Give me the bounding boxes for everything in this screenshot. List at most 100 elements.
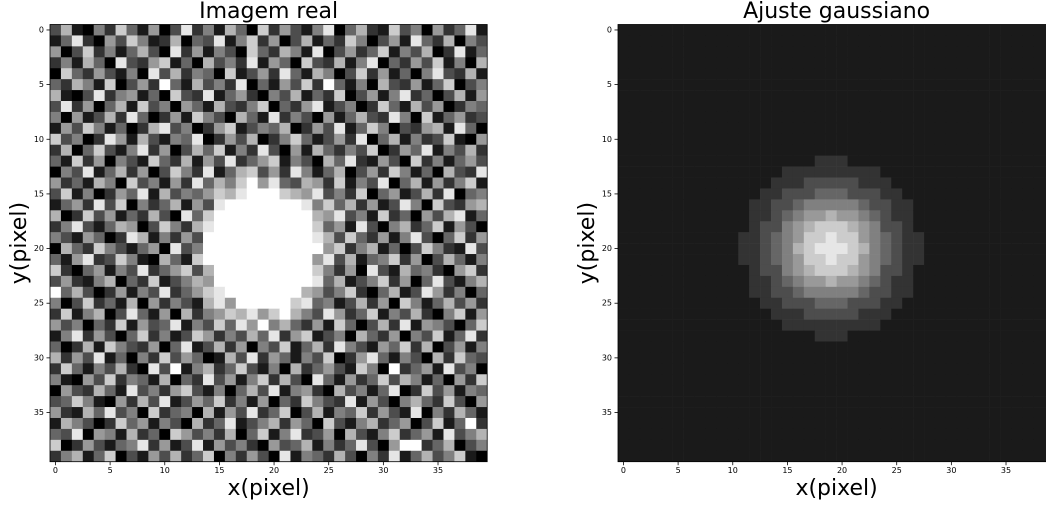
pixel <box>902 396 913 407</box>
pixel <box>990 134 1001 145</box>
pixel <box>705 440 716 451</box>
pixel <box>935 374 946 385</box>
pixel <box>673 298 684 309</box>
pixel <box>946 276 957 287</box>
pixel <box>869 57 880 68</box>
pixel <box>105 90 116 101</box>
pixel <box>618 232 629 243</box>
pixel <box>662 429 673 440</box>
pixel <box>411 341 422 352</box>
pixel <box>236 178 247 189</box>
pixel <box>858 341 869 352</box>
pixel <box>269 167 280 178</box>
pixel <box>214 35 225 46</box>
pixel <box>618 341 629 352</box>
pixel <box>454 46 465 57</box>
pixel <box>301 363 312 374</box>
pixel <box>400 178 411 189</box>
pixel <box>837 25 848 36</box>
pixel <box>618 254 629 265</box>
pixel <box>148 68 159 79</box>
pixel <box>1011 232 1022 243</box>
pixel <box>826 112 837 123</box>
pixel <box>618 199 629 210</box>
pixel <box>749 341 760 352</box>
pixel <box>50 429 61 440</box>
x-tick-label: 30 <box>378 466 388 475</box>
pixel <box>651 440 662 451</box>
pixel <box>433 68 444 79</box>
pixel <box>181 352 192 363</box>
pixel <box>334 341 345 352</box>
pixel <box>1022 221 1033 232</box>
pixel <box>465 265 476 276</box>
pixel <box>323 440 334 451</box>
pixel <box>214 451 225 462</box>
pixel <box>716 374 727 385</box>
pixel <box>247 363 258 374</box>
pixel <box>214 145 225 156</box>
pixel <box>105 374 116 385</box>
pixel <box>378 90 389 101</box>
pixel <box>61 309 72 320</box>
pixel <box>793 298 804 309</box>
pixel <box>684 440 695 451</box>
pixel <box>258 363 269 374</box>
pixel <box>334 385 345 396</box>
pixel <box>815 123 826 134</box>
pixel <box>913 188 924 199</box>
pixel <box>673 309 684 320</box>
pixel <box>1011 320 1022 331</box>
pixel <box>400 287 411 298</box>
pixel <box>957 25 968 36</box>
pixel <box>738 352 749 363</box>
pixel <box>1001 178 1012 189</box>
pixel <box>979 188 990 199</box>
pixel <box>203 440 214 451</box>
pixel <box>946 407 957 418</box>
pixel <box>848 90 859 101</box>
pixel <box>225 298 236 309</box>
pixel <box>891 57 902 68</box>
pixel <box>345 374 356 385</box>
pixel <box>290 134 301 145</box>
pixel <box>968 112 979 123</box>
pixel <box>454 123 465 134</box>
pixel <box>61 407 72 418</box>
pixel <box>301 254 312 265</box>
pixel <box>749 210 760 221</box>
pixel <box>946 57 957 68</box>
pixel <box>957 374 968 385</box>
pixel <box>83 79 94 90</box>
pixel <box>869 232 880 243</box>
pixel <box>705 407 716 418</box>
pixel <box>640 276 651 287</box>
pixel <box>203 25 214 36</box>
pixel <box>771 112 782 123</box>
pixel <box>760 221 771 232</box>
pixel <box>203 68 214 79</box>
pixel <box>858 134 869 145</box>
pixel <box>1011 134 1022 145</box>
pixel <box>236 287 247 298</box>
pixel <box>105 210 116 221</box>
pixel <box>858 396 869 407</box>
pixel <box>891 221 902 232</box>
pixel <box>247 221 258 232</box>
pixel <box>913 167 924 178</box>
pixel <box>891 418 902 429</box>
pixel <box>181 407 192 418</box>
pixel <box>356 79 367 90</box>
pixel <box>269 156 280 167</box>
pixel <box>826 341 837 352</box>
pixel <box>269 178 280 189</box>
pixel <box>61 385 72 396</box>
pixel <box>826 232 837 243</box>
pixel <box>640 363 651 374</box>
pixel <box>454 134 465 145</box>
pixel <box>422 385 433 396</box>
pixel <box>192 210 203 221</box>
pixel <box>1033 188 1044 199</box>
pixel <box>662 210 673 221</box>
pixel <box>858 276 869 287</box>
